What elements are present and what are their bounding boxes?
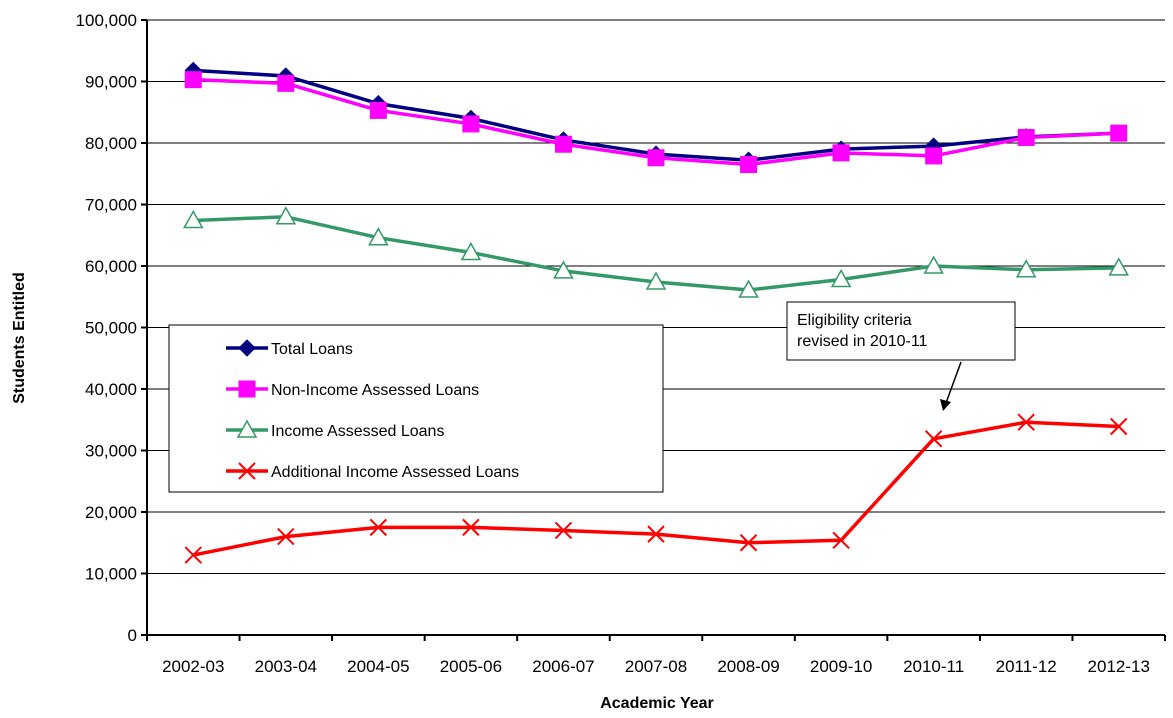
y-tick-labels: 0 10,000 20,000 30,000 40,000 50,000 60,000 70,… (76, 11, 137, 645)
data-point (647, 149, 665, 167)
y-tick-label: 100,000 (76, 11, 137, 30)
x-tick-label: 2007-08 (625, 657, 687, 676)
data-point (369, 101, 387, 119)
data-point (1015, 259, 1037, 278)
data-point (832, 144, 850, 162)
x-tick-label: 2009-10 (810, 657, 872, 676)
x-tick-label: 2011-12 (996, 657, 1057, 676)
data-point (925, 147, 943, 165)
legend-label: Total Loans (271, 341, 353, 358)
data-point (182, 209, 204, 229)
data-point (554, 135, 572, 153)
annotation-text: revised in 2010-11 (797, 333, 928, 350)
data-point (830, 269, 852, 288)
y-tick-label: 10,000 (85, 565, 137, 584)
annotation-arrowhead (940, 399, 951, 411)
y-tick-label: 60,000 (85, 257, 137, 276)
x-tick-label: 2004-05 (347, 657, 409, 676)
data-point (1110, 417, 1128, 436)
data-point (277, 527, 295, 546)
x-tick-labels: 2002-03 2003-04 2004-05 2005-06 2006-07 2007-… (162, 657, 1150, 676)
annotation-arrow-line (945, 361, 962, 404)
data-point (1017, 413, 1035, 431)
data-point (740, 156, 758, 174)
legend-marker (238, 462, 256, 480)
y-axis-title: Students Entitled (11, 272, 28, 404)
data-point (462, 518, 480, 537)
series-group (182, 61, 1130, 564)
legend-label: Income Assessed Loans (271, 423, 444, 440)
annotation: Eligibility criteria revised in 2010-11 (786, 301, 1016, 411)
legend-item: Income Assessed Loans (226, 419, 444, 440)
y-tick-label: 20,000 (85, 503, 137, 522)
legend-label: Additional Income Assessed Loans (271, 464, 519, 481)
data-point (368, 227, 389, 246)
data-point (1108, 257, 1130, 276)
y-tick-label: 0 (128, 626, 137, 645)
x-tick-label: 2012-13 (1088, 657, 1150, 676)
data-point (462, 115, 480, 133)
x-tick-label: 2002-03 (162, 657, 224, 676)
y-tick-label: 70,000 (85, 196, 137, 215)
data-point (738, 279, 759, 298)
data-point (554, 521, 573, 540)
data-point (275, 206, 297, 225)
legend-item: Non-Income Assessed Loans (226, 380, 479, 399)
x-tick-label: 2003-04 (255, 657, 317, 676)
data-point (923, 255, 944, 274)
series-income-assessed-loans (182, 206, 1130, 298)
data-point (460, 241, 482, 261)
x-axis-title: Academic Year (600, 695, 714, 712)
x-tick-label: 2005-06 (440, 657, 502, 676)
data-point (739, 534, 758, 552)
legend-marker (238, 380, 256, 398)
data-point (553, 260, 574, 279)
data-point (645, 271, 667, 290)
data-point (277, 74, 295, 92)
y-tick-label: 40,000 (85, 380, 137, 399)
x-tick-label: 2006-07 (532, 657, 594, 676)
legend-marker (238, 339, 256, 357)
annotation-text: Eligibility criteria (797, 312, 912, 329)
data-point (184, 71, 202, 89)
legend-label: Non-Income Assessed Loans (271, 382, 479, 399)
legend-marker (236, 419, 258, 438)
series-additional-income-assessed-loans (184, 413, 1128, 564)
y-tick-label: 50,000 (85, 319, 137, 338)
legend-item: Additional Income Assessed Loans (226, 462, 519, 481)
legend-item: Total Loans (226, 339, 353, 358)
data-point (1017, 128, 1035, 146)
data-point (1110, 124, 1128, 142)
x-tick-label: 2010-11 (903, 657, 964, 676)
data-point (647, 525, 665, 543)
series-non-income-assessed-loans (184, 71, 1128, 174)
y-tick-label: 80,000 (85, 134, 137, 153)
axes (141, 19, 1166, 641)
annotation-box (786, 301, 1016, 361)
y-tick-label: 30,000 (85, 442, 137, 461)
legend: Total Loans Non-Income Assessed Loans Inco… (168, 324, 664, 493)
data-point (832, 531, 850, 549)
y-tick-label: 90,000 (85, 73, 137, 92)
data-point (184, 546, 202, 564)
data-point (924, 430, 943, 448)
data-point (369, 518, 388, 537)
x-tick-label: 2008-09 (717, 657, 779, 676)
legend-box (168, 324, 664, 493)
